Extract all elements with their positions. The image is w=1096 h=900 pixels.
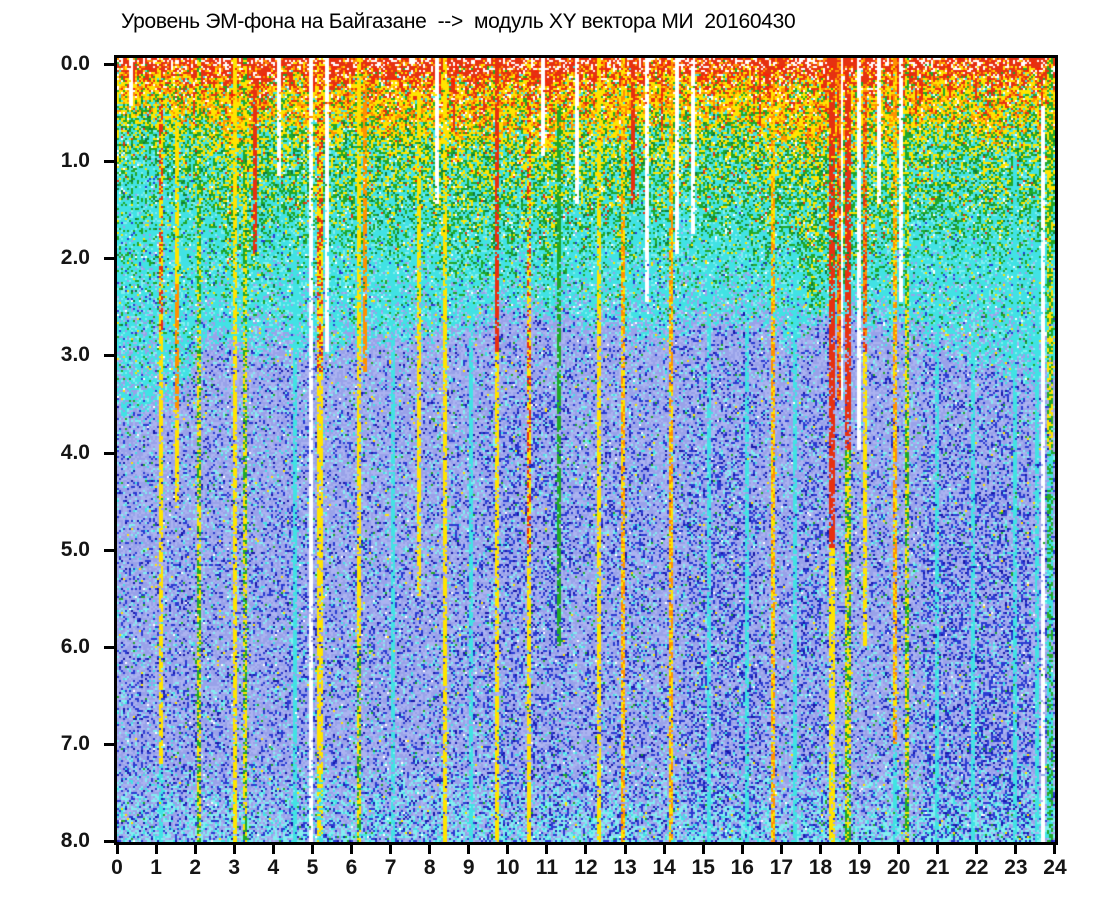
x-tick	[506, 845, 510, 854]
x-tick	[623, 845, 627, 854]
y-tick	[104, 645, 114, 649]
y-tick	[104, 451, 114, 455]
x-tick-label: 1	[150, 856, 162, 879]
y-tick-label: 0.0	[60, 52, 90, 75]
x-tick	[115, 845, 119, 854]
x-tick	[310, 845, 314, 854]
x-tick-label: 12	[574, 856, 598, 879]
y-tick	[104, 742, 114, 746]
y-tick-label: 3.0	[60, 343, 90, 367]
y-tick-label: 5.0	[60, 537, 90, 561]
y-tick	[104, 840, 114, 843]
y-tick	[104, 548, 114, 552]
x-tick-label: 6	[345, 856, 358, 879]
x-tick	[779, 845, 783, 854]
x-tick-label: 18	[808, 856, 833, 879]
chart-title: Уровень ЭМ-фона на Байгазане --> модуль …	[121, 10, 796, 33]
x-tick-label: 17	[769, 856, 794, 879]
x-tick-label: 11	[535, 856, 558, 879]
x-tick-label: 3	[228, 856, 241, 879]
x-tick	[1053, 845, 1057, 854]
y-tick-label: 6.0	[60, 634, 90, 658]
y-tick	[104, 63, 114, 66]
y-tick-label: 4.0	[60, 440, 90, 464]
x-tick	[428, 845, 432, 854]
x-tick-label: 15	[691, 856, 715, 879]
x-tick	[232, 845, 236, 854]
y-tick-label: 7.0	[60, 731, 90, 755]
x-tick-label: 9	[462, 856, 475, 879]
x-tick	[701, 845, 705, 854]
y-tick-label: 8.0	[60, 829, 90, 852]
x-tick-label: 8	[423, 856, 436, 879]
x-tick	[584, 845, 588, 854]
x-tick	[897, 845, 901, 854]
x-tick-label: 21	[926, 856, 950, 879]
x-tick-label: 13	[613, 856, 637, 879]
x-tick-label: 2	[189, 856, 201, 879]
x-tick-label: 24	[1043, 856, 1067, 879]
x-tick-label: 14	[652, 856, 676, 879]
x-tick-label: 10	[496, 856, 520, 879]
x-tick-label: 4	[267, 856, 280, 879]
x-tick-label: 7	[384, 856, 397, 879]
x-tick	[389, 845, 393, 854]
x-tick	[271, 845, 275, 854]
y-tick-label: 1.0	[60, 149, 90, 173]
x-tick	[740, 845, 744, 854]
x-tick	[858, 845, 862, 854]
x-tick	[154, 845, 158, 854]
x-tick-label: 19	[847, 856, 872, 879]
x-tick	[975, 845, 979, 854]
plot-frame	[114, 55, 1058, 845]
spectrogram-canvas	[117, 58, 1055, 842]
x-tick	[467, 845, 471, 854]
y-tick	[104, 160, 114, 164]
y-tick-label: 2.0	[60, 246, 90, 270]
y-tick	[104, 257, 114, 261]
x-tick	[936, 845, 940, 854]
x-tick-label: 5	[306, 856, 319, 879]
x-tick	[818, 845, 822, 854]
x-tick	[1014, 845, 1018, 854]
x-tick-label: 16	[730, 856, 754, 879]
x-tick	[662, 845, 666, 854]
y-tick	[104, 354, 114, 358]
x-tick	[349, 845, 353, 854]
x-tick-label: 0	[111, 856, 123, 879]
x-tick-label: 23	[1004, 856, 1028, 879]
x-tick	[545, 845, 549, 854]
x-tick	[193, 845, 197, 854]
x-tick-label: 20	[886, 856, 911, 879]
x-tick-label: 22	[965, 856, 989, 879]
